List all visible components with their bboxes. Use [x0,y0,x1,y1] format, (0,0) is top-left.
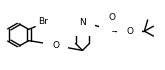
Text: N: N [79,18,86,27]
Text: Br: Br [38,17,48,26]
Text: O: O [108,13,115,22]
Text: O: O [126,27,133,36]
Text: O: O [52,41,59,50]
